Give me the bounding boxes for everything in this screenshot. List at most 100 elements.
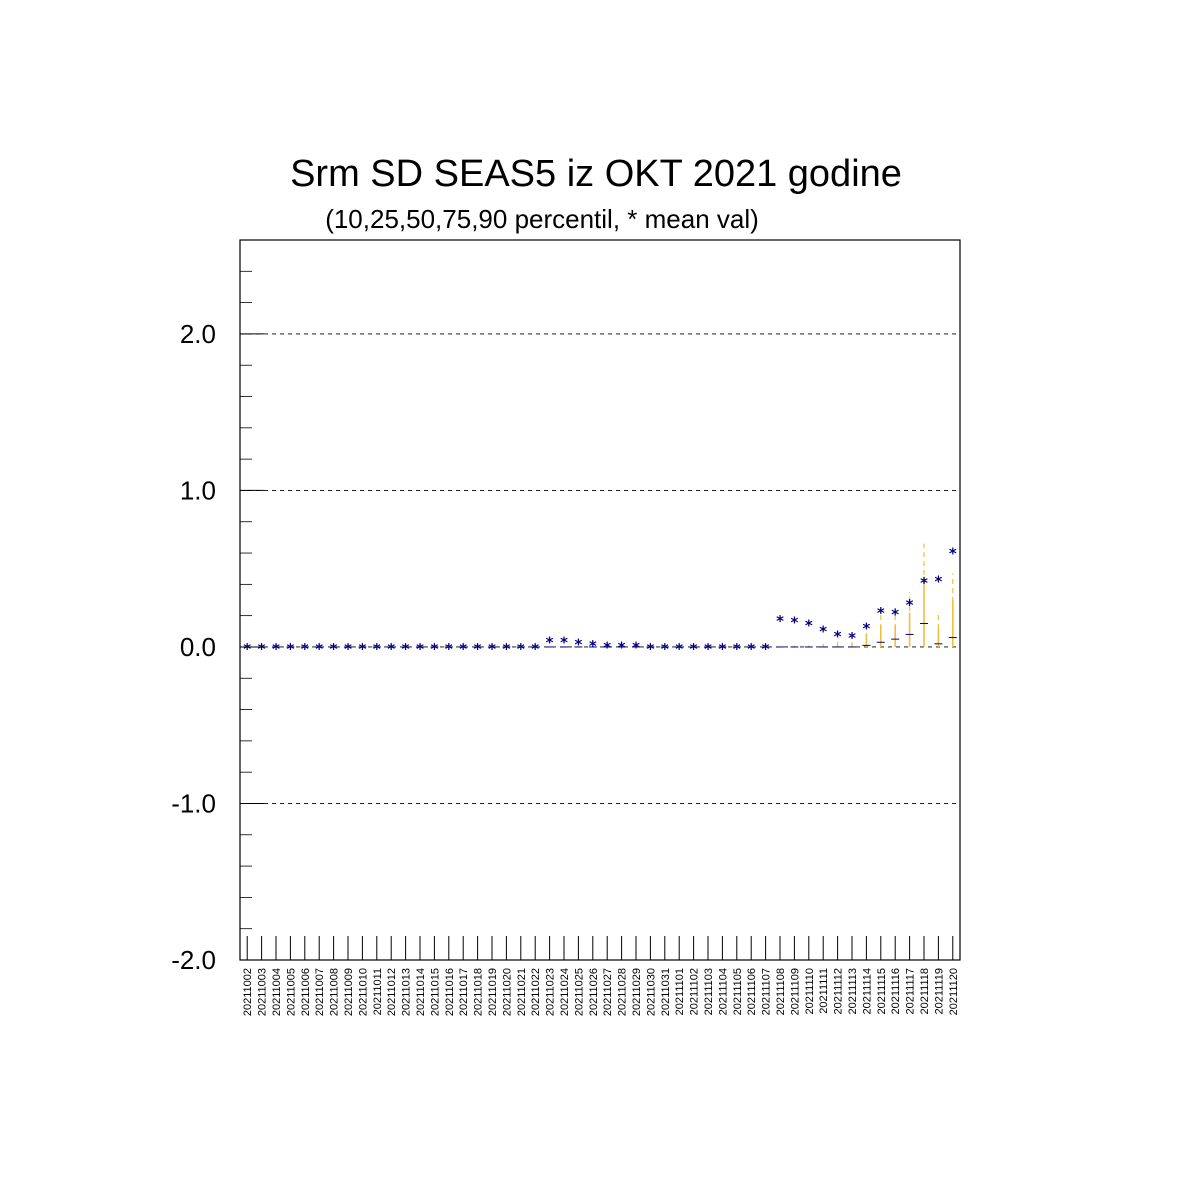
x-tick-label: 20211019	[487, 968, 499, 1016]
mean-point: *	[517, 640, 525, 658]
mean-markers: * * * * * * * * * * * * * * * * * * * * * * * * * * * * * * * * * * * * * * * *…	[243, 544, 957, 657]
mean-point: *	[286, 640, 294, 658]
mean-point: *	[632, 638, 640, 656]
mean-point: *	[358, 640, 366, 658]
mean-point: *	[834, 627, 842, 645]
x-tick-label: 20211106	[746, 968, 758, 1015]
x-tick-label: 20211119	[933, 968, 945, 1015]
x-tick-label: 20211103	[703, 968, 715, 1015]
x-tick-label: 20211107	[761, 968, 773, 1015]
mean-point: *	[934, 573, 942, 591]
grid-lines	[240, 333, 960, 804]
x-tick-label: 20211024	[559, 968, 571, 1016]
x-tick-label: 20211102	[689, 968, 701, 1015]
plot-frame	[239, 239, 961, 961]
x-tick-label: 20211101	[674, 968, 686, 1015]
x-tick-label: 20211012	[386, 968, 398, 1016]
x-tick-label: 20211026	[588, 968, 600, 1016]
mean-point: *	[949, 544, 957, 562]
x-tick-label: 20211116	[890, 968, 902, 1015]
y-tick-label: 2.0	[180, 319, 216, 349]
mean-point: *	[805, 616, 813, 634]
x-tick-label: 20211023	[545, 968, 557, 1016]
x-axis: 20211002 20211003 20211004 20211005 20211006…	[242, 936, 960, 1016]
x-tick-label: 20211112	[833, 968, 845, 1015]
mean-point: *	[531, 640, 539, 658]
x-tick-label: 20211027	[602, 968, 614, 1016]
mean-point: *	[373, 640, 381, 658]
mean-point: *	[704, 640, 712, 658]
x-tick-label: 20211118	[919, 968, 931, 1015]
x-tick-label: 20211017	[458, 968, 470, 1016]
mean-point: *	[502, 640, 510, 658]
mean-point: *	[560, 634, 568, 652]
mean-point: *	[891, 606, 899, 624]
mean-point: *	[301, 640, 309, 658]
chart-subtitle: (10,25,50,75,90 percentil, * mean val)	[325, 204, 759, 234]
mean-point: *	[848, 629, 856, 647]
x-tick-label: 20211030	[645, 968, 657, 1016]
x-tick-label: 20211020	[501, 968, 513, 1016]
x-tick-label: 20211104	[717, 968, 729, 1015]
mean-point: *	[618, 638, 626, 656]
mean-point: *	[330, 640, 338, 658]
x-tick-label: 20211111	[818, 968, 830, 1014]
x-tick-label: 20211115	[876, 968, 888, 1015]
mean-point: *	[661, 640, 669, 658]
x-tick-label: 20211008	[329, 968, 341, 1016]
x-tick-label: 20211108	[775, 968, 787, 1015]
mean-point: *	[920, 574, 928, 592]
x-tick-label: 20211029	[631, 968, 643, 1016]
x-tick-label: 20211010	[357, 968, 369, 1016]
mean-point: *	[474, 640, 482, 658]
chart-title: Srm SD SEAS5 iz OKT 2021 godine	[290, 153, 902, 195]
mean-point: *	[430, 640, 438, 658]
mean-point: *	[862, 620, 870, 638]
x-tick-label: 20211028	[617, 968, 629, 1016]
x-tick-label: 20211005	[285, 968, 297, 1016]
x-tick-label: 20211109	[789, 968, 801, 1015]
mean-point: *	[819, 623, 827, 641]
mean-point: *	[416, 640, 424, 658]
mean-point: *	[776, 612, 784, 630]
mean-point: *	[718, 640, 726, 658]
mean-point: *	[459, 640, 467, 658]
y-axis: -2.0 -1.0 0.0 1.0 2.0	[171, 239, 264, 975]
x-tick-label: 20211018	[473, 968, 485, 1016]
mean-point: *	[906, 596, 914, 614]
x-tick-label: 20211114	[861, 968, 873, 1015]
mean-point: *	[790, 613, 798, 631]
x-tick-label: 20211022	[530, 968, 542, 1016]
mean-point: *	[387, 640, 395, 658]
mean-point: *	[488, 640, 496, 658]
x-tick-label: 20211011	[372, 968, 384, 1015]
x-tick-label: 20211113	[847, 968, 859, 1015]
mean-point: *	[877, 604, 885, 622]
y-tick-label: 1.0	[180, 475, 216, 505]
x-tick-label: 20211117	[905, 968, 917, 1015]
y-tick-label: 0.0	[180, 632, 216, 662]
mean-point: *	[258, 640, 266, 658]
x-tick-label: 20211004	[271, 968, 283, 1016]
x-tick-label: 20211031	[660, 968, 672, 1016]
y-tick-label: -2.0	[171, 945, 216, 975]
x-tick-label: 20211120	[948, 968, 960, 1015]
x-tick-label: 20211009	[343, 968, 355, 1016]
x-tick-label: 20211007	[314, 968, 326, 1016]
x-tick-label: 20211025	[573, 968, 585, 1016]
mean-point: *	[574, 635, 582, 653]
mean-point: *	[272, 640, 280, 658]
mean-point: *	[747, 640, 755, 658]
mean-point: *	[589, 637, 597, 655]
mean-point: *	[690, 640, 698, 658]
x-tick-label: 20211021	[516, 968, 528, 1016]
mean-point: *	[646, 640, 654, 658]
x-tick-label: 20211105	[732, 968, 744, 1015]
mean-point: *	[603, 638, 611, 656]
mean-point: *	[733, 640, 741, 658]
mean-point: *	[445, 640, 453, 658]
mean-point: *	[402, 640, 410, 658]
x-tick-label: 20211002	[242, 968, 254, 1016]
x-tick-label: 20211003	[257, 968, 269, 1016]
